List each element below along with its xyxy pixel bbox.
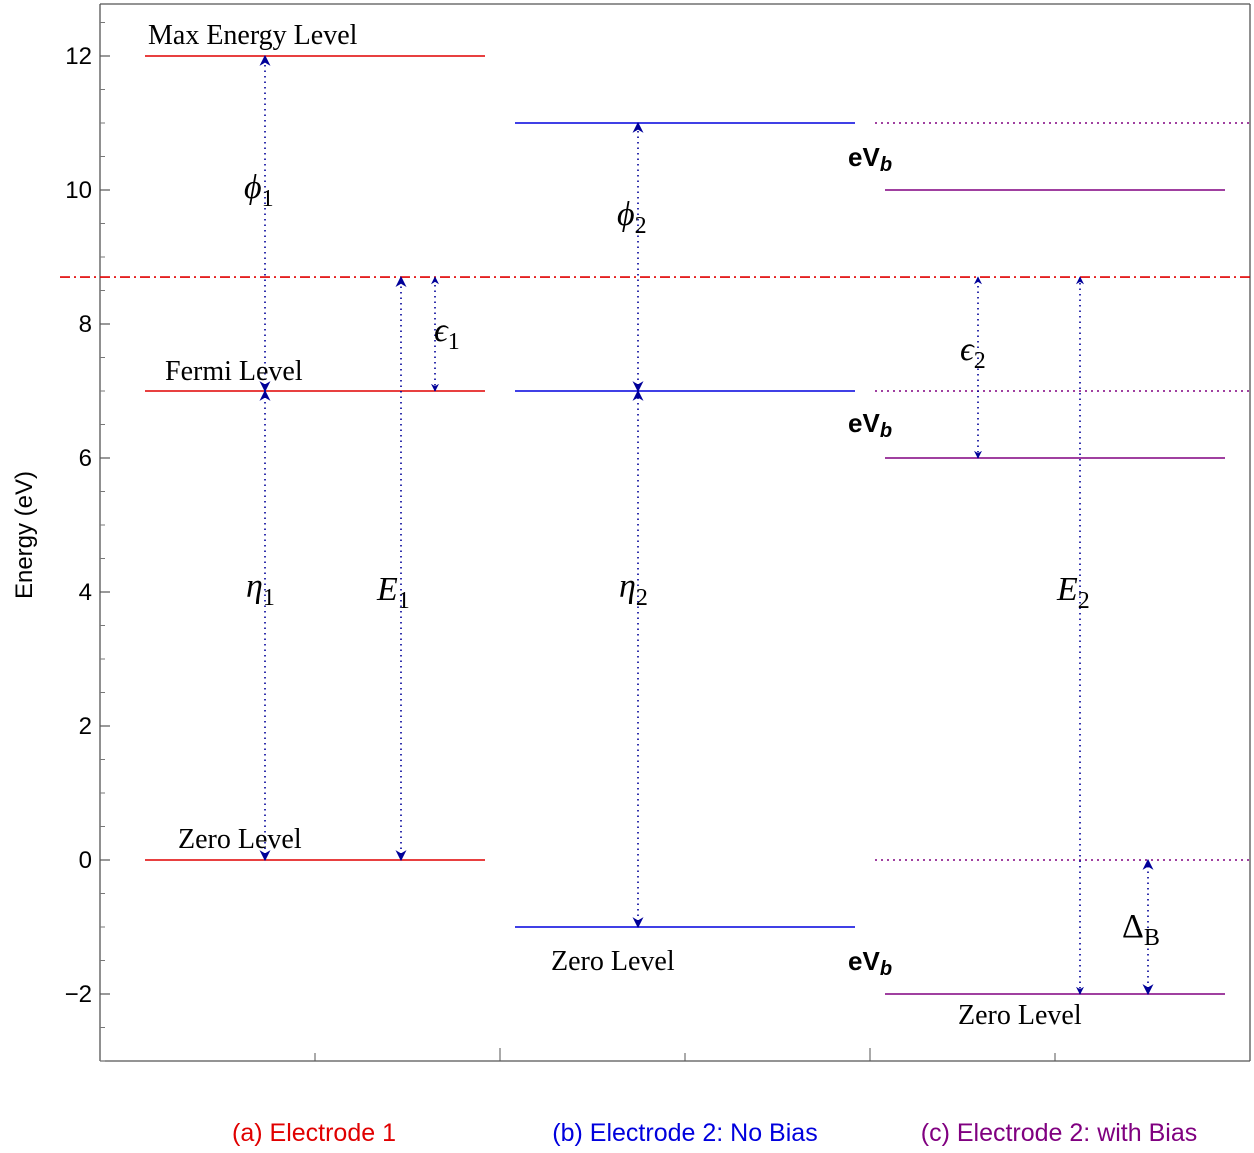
caption-a: (a) Electrode 1: [232, 1119, 396, 1147]
E1-label: E1: [376, 571, 410, 614]
deltaB-label: ΔB: [1122, 908, 1160, 951]
evb-main: eV: [848, 142, 880, 172]
eps2-label: ϵ2: [960, 331, 986, 374]
y-tick-label: 4: [79, 579, 92, 606]
caption-c: (c) Electrode 2: with Bias: [921, 1119, 1198, 1147]
evb-sub: b: [880, 958, 892, 980]
caption-b: (b) Electrode 2: No Bias: [552, 1119, 817, 1147]
evb-label-middle: eVb: [848, 408, 892, 442]
y-tick-label: 6: [79, 445, 92, 472]
phi2-label: ϕ2: [617, 196, 647, 239]
zero-level-label-2: Zero Level: [551, 946, 675, 977]
electrode2-bias-levels: [875, 122, 1250, 995]
max-energy-label: Max Energy Level: [148, 20, 358, 51]
eta1-label: η1: [246, 568, 275, 611]
phi1-label: ϕ1: [244, 169, 274, 212]
y-tick-label: 12: [65, 43, 92, 70]
zero-level-label-1: Zero Level: [178, 824, 302, 855]
y-axis: −2 0 2 4 6 8 10 12: [65, 22, 110, 1062]
y-tick-label: 10: [65, 177, 92, 204]
eps1-label: ϵ1: [434, 312, 460, 355]
evb-label-bottom: eVb: [848, 946, 892, 980]
fermi-level-label: Fermi Level: [165, 356, 303, 387]
y-tick-label: 8: [79, 311, 92, 338]
eta2-label: η2: [619, 568, 648, 611]
evb-main: eV: [848, 946, 880, 976]
evb-main: eV: [848, 408, 880, 438]
electrode2-no-bias-levels: [515, 122, 855, 928]
arrows: [259, 54, 1154, 996]
y-axis-title: Energy (eV): [11, 471, 38, 599]
E2-label: E2: [1056, 571, 1090, 614]
evb-sub: b: [880, 420, 892, 442]
evb-sub: b: [880, 154, 892, 176]
plot-frame: [99, 3, 1251, 1062]
evb-label-top: eVb: [848, 142, 892, 176]
zero-level-label-3: Zero Level: [958, 1000, 1082, 1031]
y-tick-label: 2: [79, 713, 92, 740]
electrode1-levels: [145, 55, 485, 861]
y-tick-label: 0: [79, 847, 92, 874]
y-tick-label: −2: [65, 981, 92, 1008]
